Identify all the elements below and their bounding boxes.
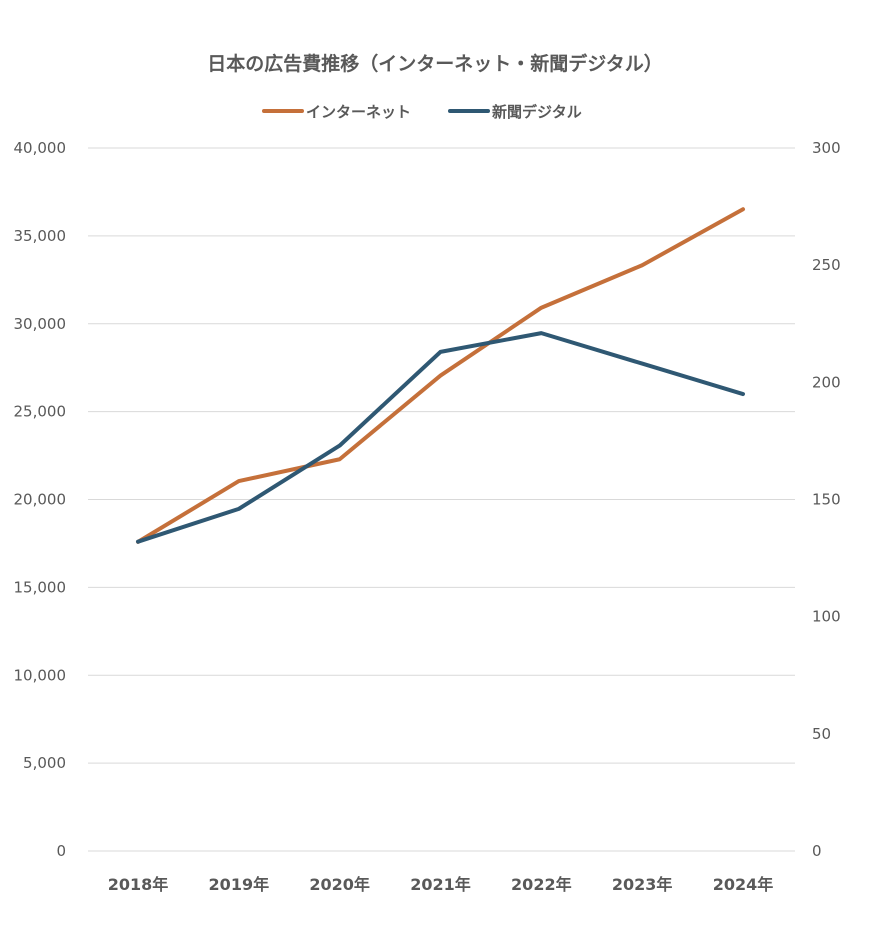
left-tick-label: 40,000	[14, 139, 67, 157]
series-line-right	[136, 331, 745, 544]
left-tick-label: 20,000	[14, 491, 67, 509]
legend-label: 新聞デジタル	[492, 103, 582, 121]
right-tick-label: 250	[812, 256, 841, 274]
left-tick-label: 15,000	[14, 578, 67, 596]
x-tick-label: 2024年	[713, 875, 774, 894]
series-lines	[136, 207, 745, 544]
right-tick-label: 0	[812, 842, 822, 860]
left-tick-label: 25,000	[14, 403, 67, 421]
left-tick-label: 5,000	[23, 754, 66, 772]
left-tick-label: 0	[56, 842, 66, 860]
left-tick-label: 35,000	[14, 227, 67, 245]
gridlines	[88, 147, 795, 852]
left-tick-label: 10,000	[14, 666, 67, 684]
x-tick-label: 2019年	[209, 875, 270, 894]
left-axis: 0 5,000 10,000 15,000 20,000 25,000 30,000 35,0…	[14, 139, 67, 860]
right-axis: 0 50 100 150 200 250 300	[812, 139, 841, 860]
legend-label: インターネット	[306, 103, 411, 121]
right-tick-label: 100	[812, 608, 841, 626]
x-tick-label: 2023年	[612, 875, 673, 894]
x-tick-label: 2018年	[108, 875, 169, 894]
x-tick-label: 2020年	[309, 875, 370, 894]
right-tick-label: 50	[812, 725, 831, 743]
right-tick-label: 150	[812, 491, 841, 509]
x-axis: 2018年 2019年 2020年 2021年 2022年 2023年 2024年	[108, 875, 774, 894]
chart-title: 日本の広告費推移（インターネット・新聞デジタル）	[207, 52, 663, 75]
right-tick-label: 300	[812, 139, 841, 157]
legend: インターネット 新聞デジタル	[262, 103, 582, 121]
left-tick-label: 30,000	[14, 315, 67, 333]
x-tick-label: 2021年	[410, 875, 471, 894]
right-tick-label: 200	[812, 373, 841, 391]
x-tick-label: 2022年	[511, 875, 572, 894]
